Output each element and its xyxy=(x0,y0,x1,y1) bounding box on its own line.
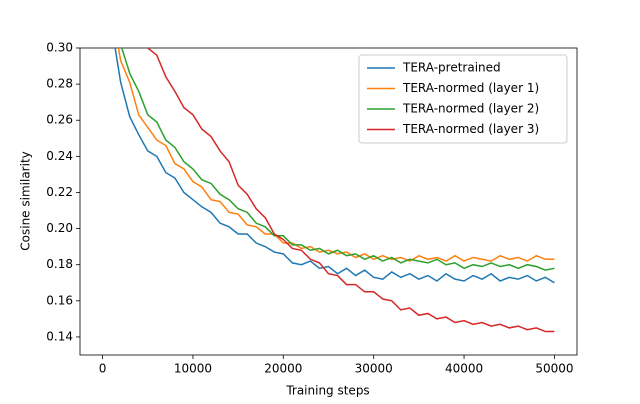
y-tick-label: 0.30 xyxy=(46,41,73,55)
y-tick-label: 0.28 xyxy=(46,77,73,91)
legend-label: TERA-pretrained xyxy=(402,61,501,75)
legend-box xyxy=(358,54,568,144)
y-tick-label: 0.22 xyxy=(46,185,73,199)
plot-frame xyxy=(79,47,578,356)
x-tick-label: 40000 xyxy=(445,362,483,376)
x-tick-label: 0 xyxy=(99,362,107,376)
legend-label: TERA-normed (layer 1) xyxy=(402,81,539,95)
x-tick-label: 10000 xyxy=(174,362,212,376)
y-tick-label: 0.24 xyxy=(46,149,73,163)
y-tick-label: 0.18 xyxy=(46,257,73,271)
x-tick-label: 30000 xyxy=(355,362,393,376)
x-axis-label: Training steps xyxy=(285,384,369,398)
x-tick-label: 20000 xyxy=(264,362,302,376)
legend-label: TERA-normed (layer 2) xyxy=(402,102,539,116)
plot-lines xyxy=(114,48,555,333)
y-tick-label: 0.20 xyxy=(46,221,73,235)
series-line xyxy=(121,48,555,271)
y-tick-label: 0.14 xyxy=(46,329,73,343)
x-tick-label: 50000 xyxy=(535,362,573,376)
y-axis-label: Cosine similarity xyxy=(19,151,33,250)
series-line xyxy=(146,48,555,333)
legend-label: TERA-normed (layer 3) xyxy=(402,122,539,136)
y-tick-label: 0.26 xyxy=(46,113,73,127)
series-line xyxy=(114,48,555,284)
y-tick-label: 0.16 xyxy=(46,293,73,307)
